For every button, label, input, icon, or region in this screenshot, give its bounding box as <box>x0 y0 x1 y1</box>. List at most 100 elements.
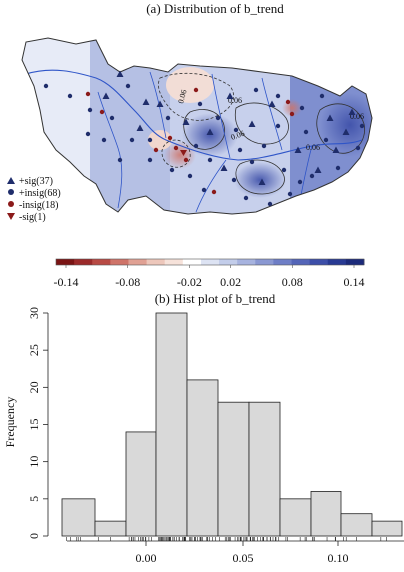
colorbar-swatch <box>309 259 329 265</box>
station-sig-positive <box>182 118 190 125</box>
station-insig-positive <box>355 145 361 151</box>
station-insig-negative <box>289 111 295 117</box>
histogram-bar <box>279 498 312 537</box>
y-tick-label: 10 <box>27 456 41 468</box>
station-insig-positive <box>187 173 193 179</box>
station-sig-positive <box>348 108 356 115</box>
station-insig-positive <box>233 127 239 133</box>
station-insig-positive <box>281 167 287 173</box>
colorbar-swatch <box>273 259 292 265</box>
station-insig-negative <box>285 99 291 105</box>
station-insig-positive <box>101 137 107 143</box>
station-sig-positive <box>342 128 350 135</box>
contour-label: 0.06 <box>306 143 320 152</box>
station-sig-positive <box>258 178 266 185</box>
legend-marker-sig-negative <box>7 213 15 220</box>
station-insig-negative <box>85 91 91 97</box>
station-sig-positive <box>268 100 276 107</box>
station-insig-negative <box>211 189 217 195</box>
station-insig-positive <box>323 137 329 143</box>
station-insig-negative <box>193 87 199 93</box>
colorbar-swatch <box>327 259 347 265</box>
station-insig-positive <box>67 93 73 99</box>
histogram-bar <box>186 379 219 537</box>
colorbar-swatch <box>237 259 256 265</box>
panel-a-title: (a) Distribution of b_trend <box>146 1 284 16</box>
station-insig-positive <box>359 123 365 129</box>
station-markers <box>43 70 365 207</box>
station-insig-positive <box>147 137 153 143</box>
station-sig-positive <box>326 114 334 121</box>
station-sig-negative <box>180 150 187 156</box>
station-insig-positive <box>249 159 255 165</box>
panel-b-title: (b) Hist plot of b_trend <box>155 291 276 306</box>
station-sig-positive <box>102 92 110 99</box>
histogram-bar <box>155 312 188 537</box>
station-insig-positive <box>109 115 115 121</box>
station-sig-positive <box>226 92 234 99</box>
histogram-bar <box>340 513 373 537</box>
colorbar-swatch <box>128 259 147 265</box>
y-tick-label: 0 <box>27 533 41 539</box>
station-insig-positive <box>261 143 267 149</box>
colorbar-swatch <box>255 259 274 265</box>
legend-label: +insig(68) <box>19 188 61 199</box>
legend-marker-insig-positive <box>8 189 14 195</box>
colorbar-tick-label: -0.02 <box>177 275 202 289</box>
station-insig-positive <box>207 157 213 163</box>
map-legend: +sig(37) +insig(68) -insig(18) -sig(1) <box>7 176 61 223</box>
colorbar-swatch <box>200 259 220 265</box>
station-insig-positive <box>231 177 237 183</box>
station-insig-positive <box>201 187 207 193</box>
station-sig-positive <box>314 166 322 173</box>
histogram-bar <box>61 498 96 537</box>
station-insig-positive <box>87 107 93 113</box>
station-insig-positive <box>275 123 281 129</box>
station-insig-positive <box>85 131 91 137</box>
colorbar-swatch <box>164 259 184 265</box>
station-insig-negative <box>183 157 189 163</box>
station-insig-positive <box>319 93 325 99</box>
legend-label: +sig(37) <box>19 176 53 187</box>
colorbar-tick-label: 0.02 <box>220 275 241 289</box>
colorbar-swatch <box>56 259 75 265</box>
station-insig-negative <box>167 135 173 141</box>
y-tick-label: 30 <box>27 307 41 319</box>
station-insig-negative <box>99 109 105 115</box>
histogram-bar <box>310 490 342 537</box>
y-tick-label: 15 <box>27 419 41 431</box>
station-insig-positive <box>193 143 199 149</box>
colorbar-swatch <box>74 259 93 265</box>
colorbar-swatch <box>146 259 166 265</box>
station-insig-positive <box>147 157 153 163</box>
station-insig-negative <box>173 145 179 151</box>
station-sig-positive <box>294 146 302 153</box>
station-insig-positive <box>297 179 303 185</box>
station-insig-positive <box>243 195 249 201</box>
legend-marker-sig-positive <box>7 177 15 184</box>
station-sig-positive <box>332 146 340 153</box>
station-insig-positive <box>309 173 315 179</box>
station-sig-positive <box>248 120 256 127</box>
contour-label: 0.06 <box>350 112 364 121</box>
histogram-bar <box>248 401 281 537</box>
x-tick-label: 0.05 <box>233 551 254 565</box>
station-sig-positive <box>116 70 124 77</box>
histogram-bar <box>94 520 127 537</box>
y-axis-label: Frequency <box>3 397 17 448</box>
y-tick-label: 25 <box>27 344 41 356</box>
station-sig-positive <box>220 164 228 171</box>
y-tick-label: 5 <box>27 496 41 502</box>
colorbar-swatch <box>219 259 238 265</box>
colorbar-swatch <box>92 259 111 265</box>
x-tick-label: 0.10 <box>328 551 349 565</box>
colorbar-swatch <box>291 259 311 265</box>
histogram-bar <box>371 520 403 537</box>
station-insig-positive <box>43 83 49 89</box>
station-insig-positive <box>267 201 273 207</box>
station-insig-positive <box>237 147 243 153</box>
station-insig-positive <box>335 165 341 171</box>
legend-marker-insig-negative <box>8 201 14 207</box>
station-insig-positive <box>169 167 175 173</box>
